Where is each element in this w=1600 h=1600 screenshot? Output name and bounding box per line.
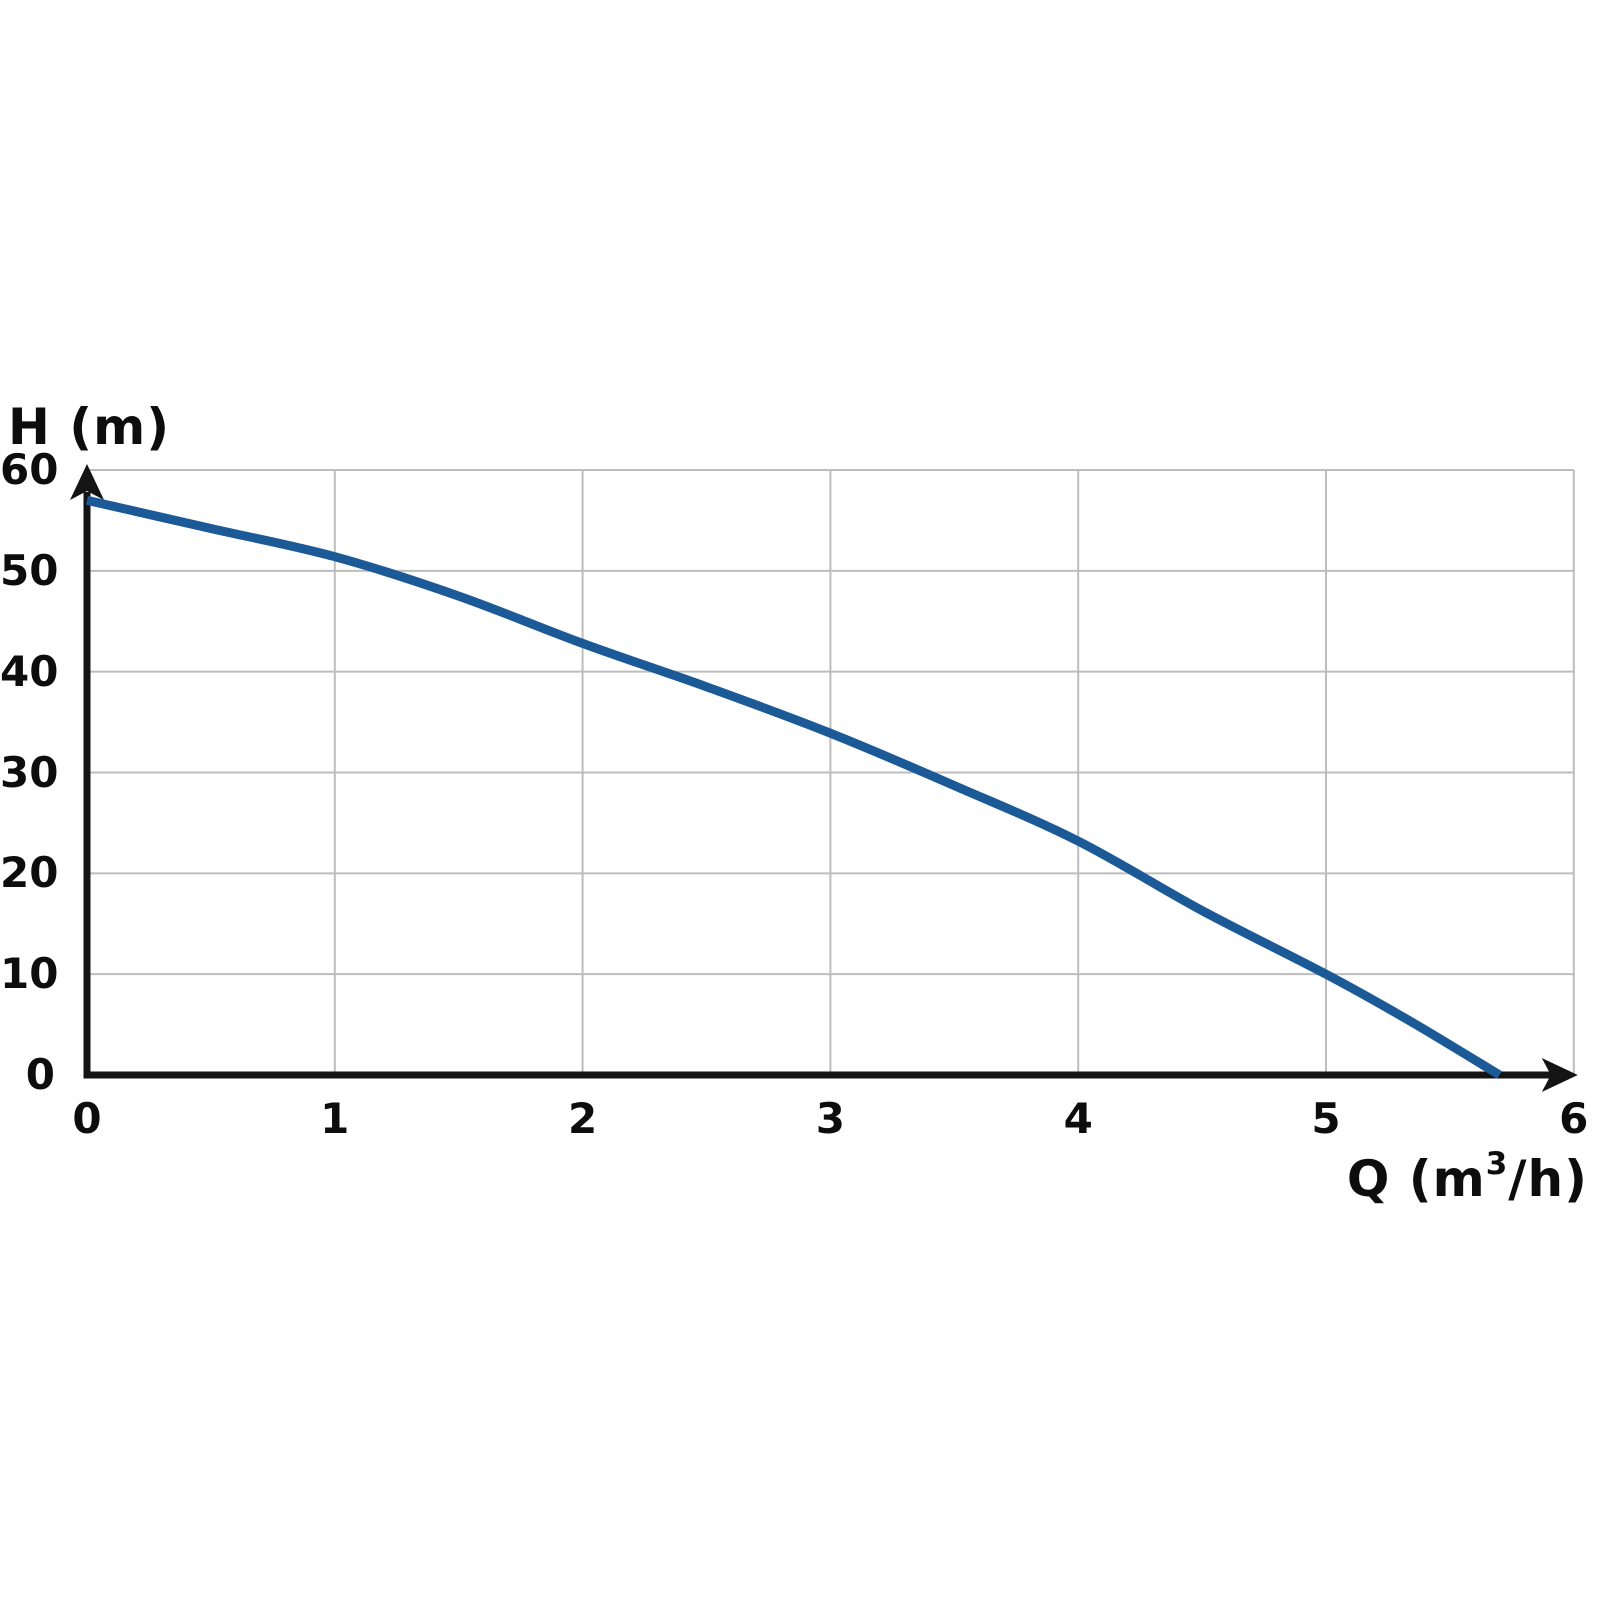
x-axis-tick-label: 3 [815, 1094, 845, 1143]
y-axis-tick-label: 20 [0, 848, 59, 898]
x-axis-tick-label: 6 [1559, 1094, 1589, 1143]
y-axis-tick-label: 30 [0, 747, 59, 797]
x-axis-tick-label: 5 [1311, 1094, 1341, 1143]
x-axis-tick-label: 2 [567, 1094, 598, 1143]
x-axis-arrowhead [1541, 1058, 1578, 1092]
pump-curve-line [86, 495, 1502, 1079]
y-axis-tick-label: 60 [0, 445, 59, 495]
y-axis-tick-label: 10 [0, 949, 59, 999]
x-axis-title: Q (m3/h) [1347, 1146, 1588, 1208]
y-axis-tick-label: 0 [25, 1050, 55, 1099]
y-axis-arrowhead [70, 464, 104, 501]
x-axis-tick-label: 4 [1063, 1094, 1093, 1143]
x-axis-title-prefix: Q (m [1346, 1150, 1486, 1208]
x-axis-title-superscript: 3 [1485, 1146, 1509, 1182]
y-axis-tick-label: 50 [0, 545, 59, 595]
x-axis-tick-label: 0 [72, 1094, 102, 1143]
y-axis-tick-label: 40 [0, 646, 59, 696]
y-axis-title: H (m) [8, 398, 171, 456]
x-axis-title-suffix: /h) [1508, 1150, 1588, 1208]
x-axis-tick-label: 1 [320, 1094, 350, 1143]
